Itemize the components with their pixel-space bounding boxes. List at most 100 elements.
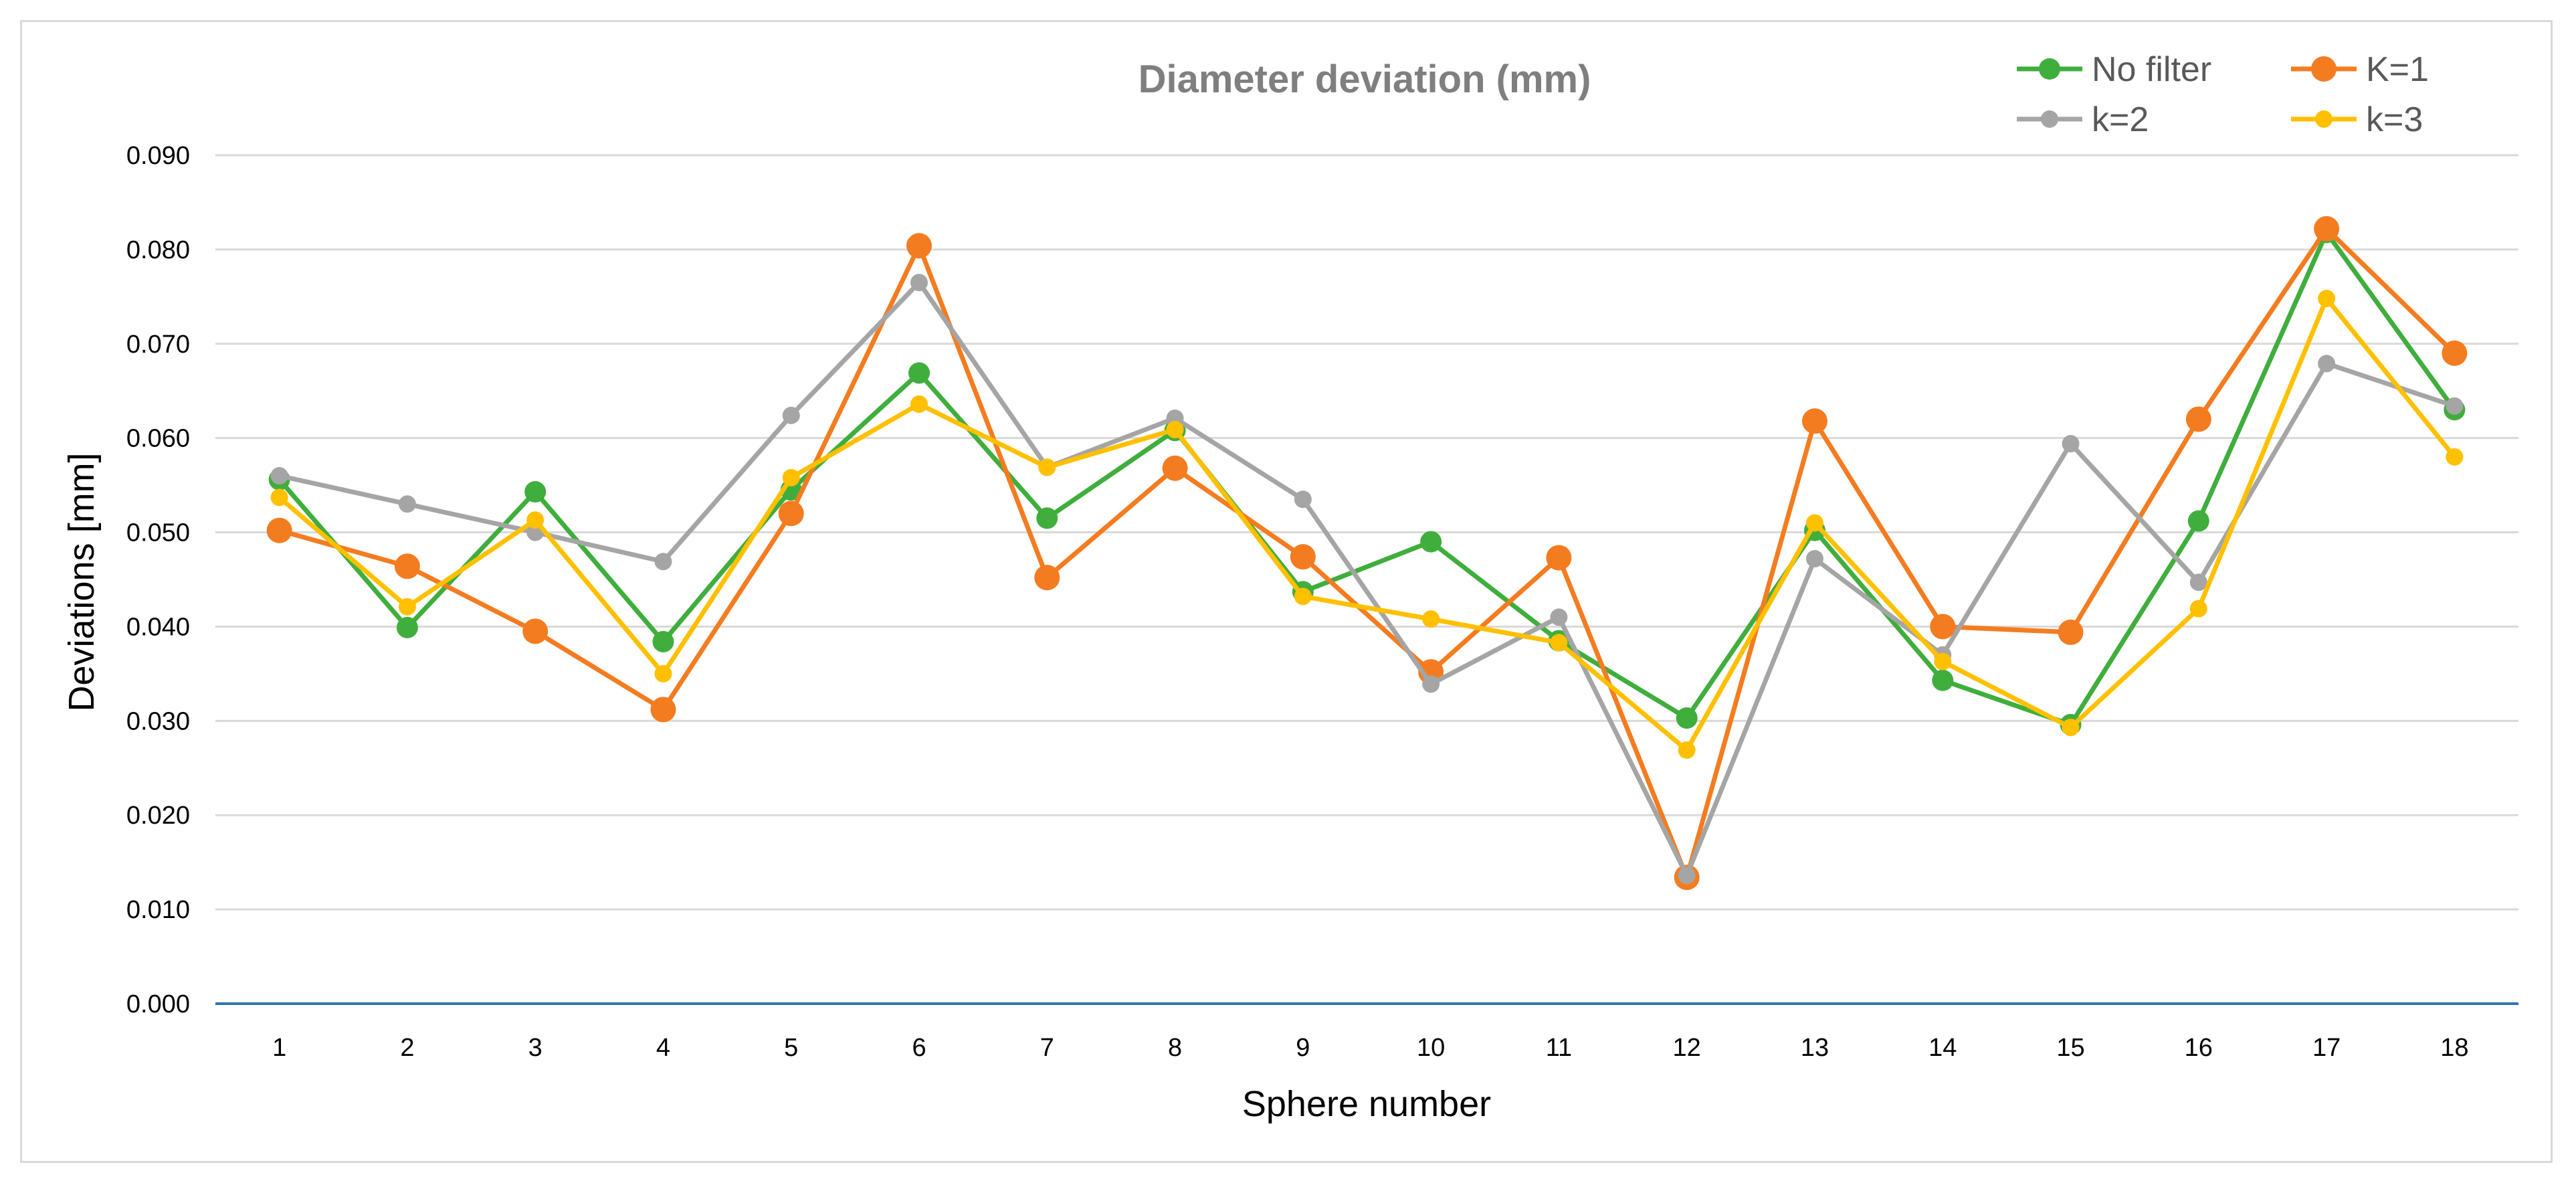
legend: No filter K=1 k=2 k=3 (2017, 50, 2429, 139)
data-point (2062, 435, 2080, 453)
series-line (277, 280, 2457, 878)
data-point (1038, 458, 1056, 476)
y-axis-ticks: 0.000 0.010 0.020 0.030 0.040 0.050 0.060 0.070… (126, 142, 190, 1018)
data-point (394, 553, 420, 579)
data-point (654, 664, 672, 682)
data-point (1546, 545, 1572, 571)
x-tick-label: 5 (784, 1034, 798, 1062)
x-tick-label: 4 (656, 1034, 670, 1062)
data-point (524, 480, 547, 503)
legend-label: No filter (2092, 50, 2211, 89)
data-point (2185, 406, 2211, 432)
data-point (526, 511, 544, 529)
y-tick-label: 0.020 (126, 802, 190, 830)
x-tick-label: 3 (528, 1034, 542, 1062)
data-point (1162, 455, 1188, 481)
data-point (1930, 614, 1956, 640)
gridlines (215, 154, 2518, 1005)
legend-label: k=2 (2092, 100, 2149, 139)
y-tick-label: 0.060 (126, 425, 190, 453)
x-tick-label: 15 (2056, 1034, 2084, 1062)
x-tick-label: 6 (912, 1034, 926, 1062)
x-tick-label: 14 (1928, 1034, 1957, 1062)
data-point (1678, 867, 1696, 885)
series-no-filter (268, 221, 2466, 735)
data-point (650, 697, 676, 723)
data-point (1166, 420, 1184, 438)
data-point (1550, 608, 1568, 626)
x-tick-label: 11 (1546, 1034, 1572, 1062)
data-point (1294, 587, 1312, 606)
data-point (1422, 610, 1440, 628)
x-tick-label: 7 (1040, 1034, 1054, 1062)
legend-item: k=2 (2017, 100, 2149, 139)
x-tick-label: 1 (272, 1034, 286, 1062)
data-point (906, 233, 932, 259)
data-point (908, 362, 930, 384)
data-point (1678, 741, 1696, 759)
y-tick-label: 0.030 (126, 707, 190, 735)
legend-swatch-marker (2039, 58, 2060, 80)
data-point (1805, 514, 1823, 532)
data-point (1036, 507, 1058, 529)
data-point (1805, 550, 1823, 568)
y-tick-label: 0.040 (126, 613, 190, 641)
data-point (266, 517, 292, 543)
x-tick-label: 17 (2312, 1034, 2341, 1062)
data-point (1676, 707, 1698, 729)
data-point (2314, 215, 2340, 242)
x-tick-label: 13 (1801, 1034, 1829, 1062)
data-point (1801, 408, 1827, 434)
legend-swatch-marker (2315, 110, 2333, 128)
y-tick-label: 0.090 (126, 142, 190, 170)
data-point (1932, 669, 1954, 691)
series-line (277, 226, 2457, 880)
x-tick-label: 8 (1168, 1034, 1182, 1062)
series-layer (266, 215, 2468, 891)
data-point (1934, 652, 1952, 670)
x-axis-ticks: 1 2 3 4 5 6 7 8 9 10 11 12 13 14 15 16 17 18 (272, 1034, 2468, 1062)
data-point (398, 598, 416, 616)
data-point (2446, 397, 2464, 415)
x-tick-label: 18 (2440, 1034, 2468, 1062)
x-tick-label: 10 (1417, 1034, 1445, 1062)
data-point (2058, 619, 2084, 645)
data-point (2446, 448, 2464, 466)
data-point (652, 630, 674, 652)
data-point (1420, 531, 1442, 553)
data-point (1294, 490, 1312, 509)
data-point (1422, 675, 1440, 693)
legend-item: k=3 (2291, 100, 2423, 139)
x-tick-label: 2 (400, 1034, 414, 1062)
data-point (2318, 290, 2336, 308)
data-point (1034, 565, 1060, 591)
data-point (2187, 510, 2209, 532)
y-tick-label: 0.010 (126, 896, 190, 924)
data-point (910, 395, 928, 413)
data-point (910, 274, 928, 292)
data-point (2189, 600, 2207, 618)
series-line (277, 296, 2457, 753)
legend-item: K=1 (2291, 50, 2429, 89)
data-point (782, 468, 800, 486)
data-point (270, 488, 288, 507)
data-point (654, 553, 672, 571)
data-point (270, 467, 288, 485)
series-k-2 (270, 274, 2464, 885)
x-tick-label: 12 (1673, 1034, 1701, 1062)
y-tick-label: 0.070 (126, 331, 190, 359)
data-point (2062, 719, 2080, 737)
series-k-1 (266, 215, 2468, 891)
data-point (396, 616, 418, 638)
chart-title: Diameter deviation (mm) (1138, 58, 1591, 101)
x-tick-label: 16 (2185, 1034, 2213, 1062)
legend-swatch-marker (2041, 110, 2058, 128)
data-point (1550, 634, 1568, 652)
data-point (2318, 355, 2336, 373)
data-point (2442, 340, 2468, 366)
y-tick-label: 0.050 (126, 519, 190, 547)
x-tick-label: 9 (1296, 1034, 1310, 1062)
data-point (778, 500, 804, 527)
legend-label: k=3 (2366, 100, 2423, 139)
